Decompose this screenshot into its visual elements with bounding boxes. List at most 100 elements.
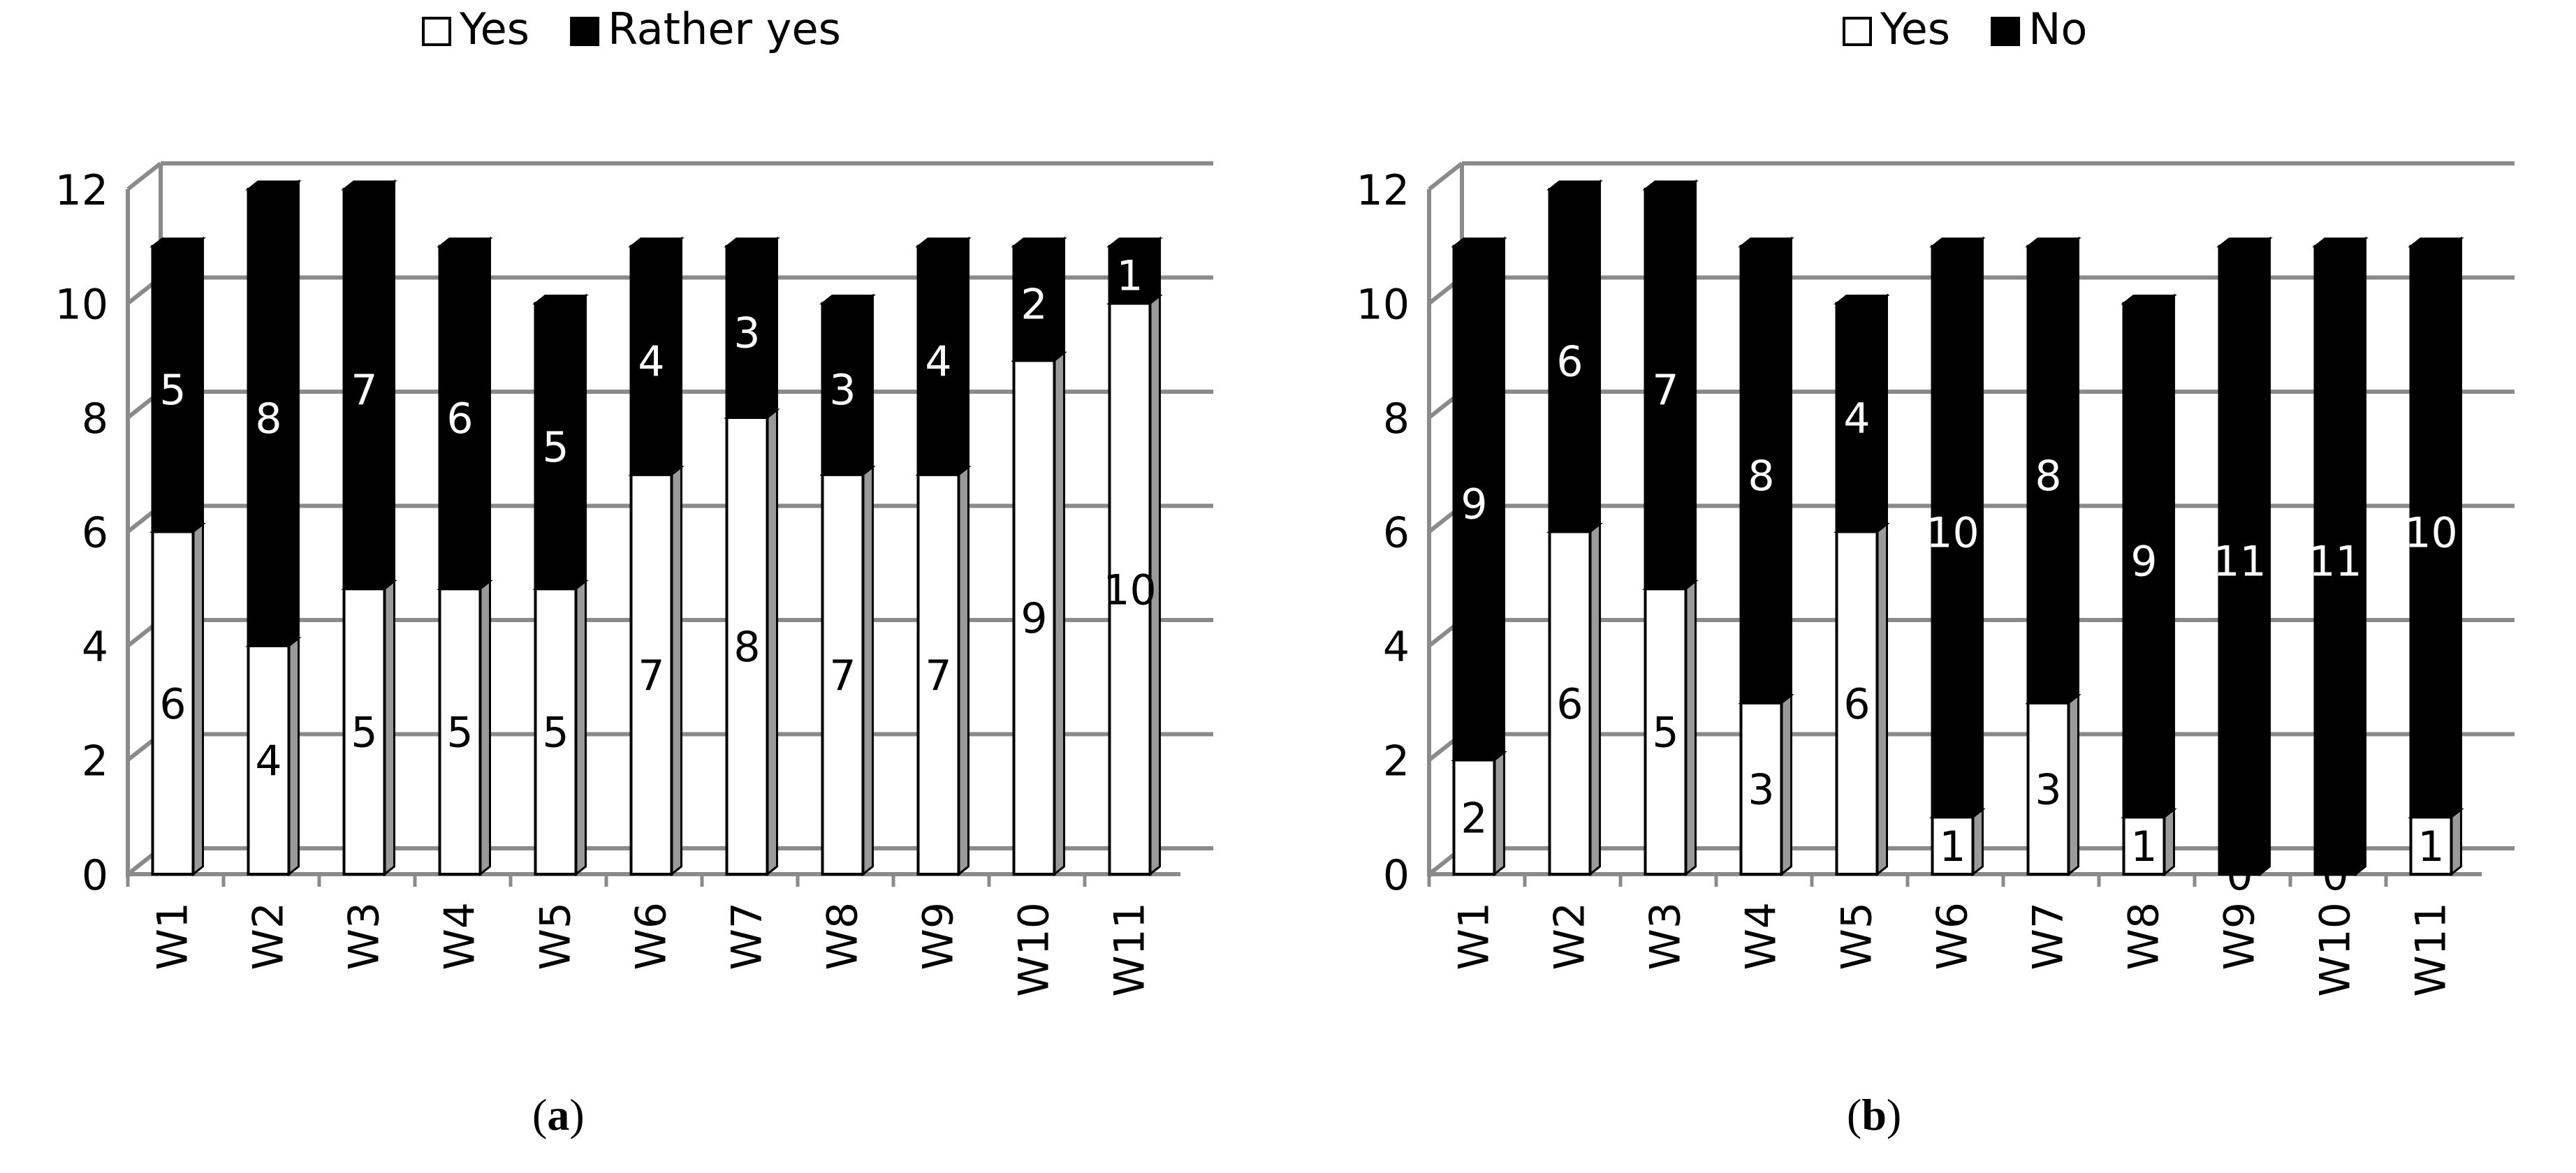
x-tick-label: W1 <box>149 902 198 971</box>
bar-side <box>862 293 874 477</box>
y-tick-label: 4 <box>1383 623 1410 672</box>
bar-yes-W7 <box>2026 701 2070 876</box>
bar-side <box>1876 293 1888 534</box>
bar-side <box>2450 807 2462 877</box>
bar-no-W1 <box>1452 244 1496 762</box>
data-label: 5 <box>351 709 377 758</box>
bar-rather-yes-W9 <box>916 244 960 476</box>
y-tick-label: 8 <box>1383 394 1410 443</box>
bar-rather-yes-W11 <box>1108 244 1152 305</box>
legend-label: Yes <box>1880 3 1950 54</box>
chart-a: 02468101265W148W257W356W455W574W683W773W… <box>55 3 1213 997</box>
bar-no-W3 <box>1644 188 1688 591</box>
x-tick-label: W8 <box>819 902 868 971</box>
y-tick-label: 12 <box>1356 166 1410 215</box>
bar-rather-yes-W5 <box>534 302 578 591</box>
data-label: 2 <box>1020 281 1047 330</box>
bar-side <box>1493 236 1505 762</box>
data-label: 1 <box>2130 822 2157 871</box>
bar-rather-yes-W8 <box>821 302 865 476</box>
x-tick-label: W6 <box>627 902 676 971</box>
y-tick-label: 8 <box>82 394 108 443</box>
bar-side <box>1780 236 1792 705</box>
x-tick-label: W11 <box>1106 902 1155 997</box>
data-label: 5 <box>446 709 473 758</box>
bar-no-W4 <box>1739 244 1783 704</box>
x-tick-label: W8 <box>2120 902 2169 971</box>
bar-no-W9 <box>2218 244 2262 876</box>
data-label: 5 <box>542 709 569 758</box>
y-tick-label: 6 <box>82 509 108 558</box>
bar-no-W11 <box>2409 244 2453 819</box>
legend-label: Rather yes <box>608 3 841 54</box>
data-label: 3 <box>733 309 760 357</box>
data-label: 3 <box>829 366 856 415</box>
bar-side <box>192 236 204 534</box>
bar-rather-yes-W10 <box>1012 244 1056 362</box>
bar-side <box>766 236 778 420</box>
data-label: 6 <box>1843 680 1870 729</box>
bar-yes-W11 <box>2409 816 2453 876</box>
x-tick-label: W2 <box>244 902 293 971</box>
bar-side <box>479 579 491 877</box>
bar-yes-W6 <box>1931 816 1975 876</box>
data-label: 5 <box>542 423 569 472</box>
data-label: 7 <box>351 366 377 415</box>
bar-yes-W4 <box>438 587 482 876</box>
y-tick-label: 10 <box>1356 281 1410 330</box>
data-label: 3 <box>1748 765 1774 814</box>
bar-no-W6 <box>1931 244 1975 819</box>
bar-side <box>1685 579 1697 877</box>
panel-label-b: (b) <box>1847 1090 1902 1139</box>
x-tick-label: W5 <box>532 902 580 971</box>
bar-side <box>383 179 395 591</box>
y-tick-label: 6 <box>1383 509 1410 558</box>
bar-side <box>575 293 587 591</box>
data-label: 5 <box>1652 709 1678 758</box>
data-label: 9 <box>2130 537 2157 586</box>
x-tick-label: W10 <box>2311 902 2360 997</box>
legend-swatch <box>422 17 451 46</box>
bar-side <box>383 579 395 877</box>
bar-yes-W3 <box>1644 587 1688 876</box>
bar-rather-yes-W3 <box>342 188 386 591</box>
bar-side <box>1589 179 1601 534</box>
x-tick-label: W4 <box>436 902 485 971</box>
bar-no-W5 <box>1835 302 1879 533</box>
legend-label: Yes <box>459 3 529 54</box>
data-label: 10 <box>1926 509 1979 558</box>
x-tick-label: W7 <box>2024 902 2073 971</box>
y-tick-label: 4 <box>82 623 108 672</box>
data-label: 11 <box>2308 537 2362 586</box>
bar-yes-W11 <box>1108 302 1152 876</box>
bar-rather-yes-W6 <box>629 244 673 476</box>
x-tick-label: W11 <box>2407 902 2456 997</box>
data-label: 6 <box>446 394 473 443</box>
data-label: 9 <box>1461 480 1487 529</box>
bar-side <box>1876 522 1888 877</box>
bar-yes-W2 <box>247 644 291 876</box>
x-tick-label: W7 <box>723 902 772 971</box>
data-label: 6 <box>1556 680 1583 729</box>
x-tick-label: W4 <box>1737 902 1786 971</box>
bar-side <box>2068 236 2079 705</box>
bar-rather-yes-W4 <box>438 244 482 591</box>
bar-side <box>1053 351 1065 877</box>
data-label: 3 <box>2035 765 2061 814</box>
gridline-side <box>1428 161 1463 191</box>
bar-rather-yes-W1 <box>151 244 195 533</box>
bar-side <box>1972 807 1984 877</box>
data-label: 4 <box>638 337 664 386</box>
bar-side <box>1053 236 1065 363</box>
data-label: 6 <box>1556 337 1583 386</box>
data-label: 10 <box>1103 566 1156 614</box>
bar-side <box>1780 693 1792 877</box>
data-label: 5 <box>159 366 186 415</box>
data-label: 7 <box>638 651 664 700</box>
x-tick-label: W5 <box>1833 902 1882 971</box>
legend-swatch <box>1991 17 2021 46</box>
data-label: 9 <box>1020 594 1047 643</box>
bar-side <box>671 236 682 477</box>
data-label: 8 <box>1748 452 1774 501</box>
